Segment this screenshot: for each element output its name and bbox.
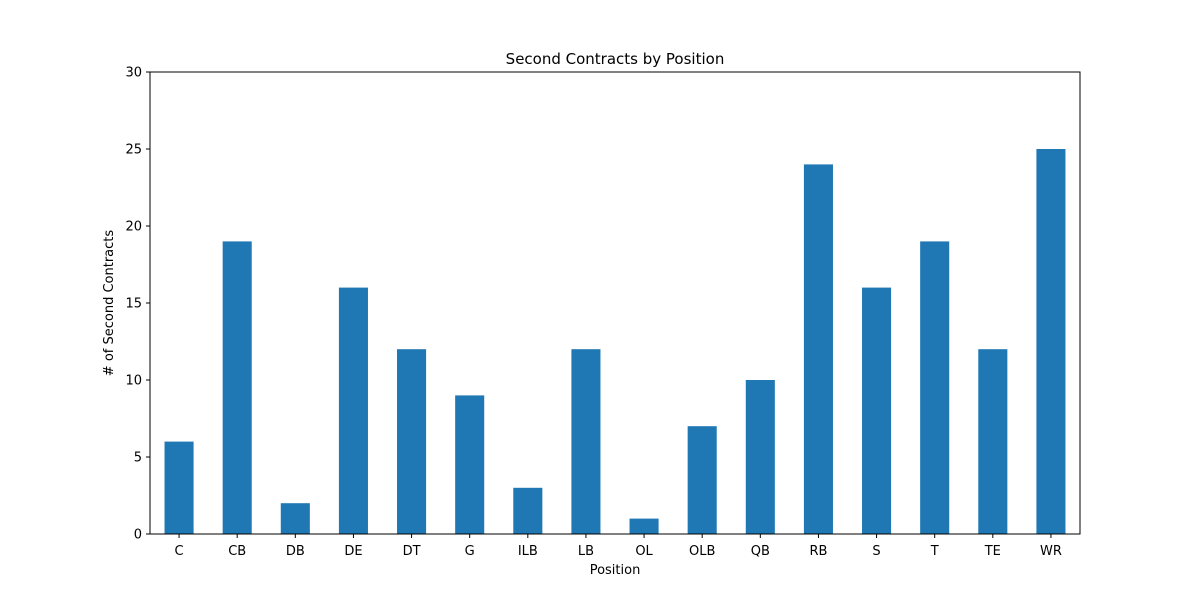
x-tick-label: LB xyxy=(578,544,594,559)
bars-layer xyxy=(164,149,1066,534)
bar-qb xyxy=(745,380,775,534)
bar-rb xyxy=(803,164,833,534)
x-tick-label: DB xyxy=(286,544,305,559)
chart-title: Second Contracts by Position xyxy=(506,50,725,68)
x-tick-label: RB xyxy=(809,544,827,559)
y-tick-label: 30 xyxy=(125,66,142,81)
plot-frame xyxy=(149,71,1081,535)
bar-de xyxy=(338,287,368,534)
x-tick-label: OLB xyxy=(689,544,715,559)
x-tick-label: TE xyxy=(984,544,1001,559)
x-tick-label: ILB xyxy=(518,544,538,559)
bar-c xyxy=(164,441,194,534)
x-tick-label: CB xyxy=(228,544,246,559)
bar-lb xyxy=(571,349,601,534)
x-tick-label: G xyxy=(465,544,475,559)
y-axis-ticks: 0 5 10 15 20 25 30 xyxy=(125,66,150,543)
x-axis-ticks: C CB DB DE DT G ILB LB OL OLB QB RB S T TE WR xyxy=(175,534,1062,559)
y-tick-label: 10 xyxy=(125,374,142,389)
x-tick-label: OL xyxy=(635,544,653,559)
bar-db xyxy=(280,503,310,534)
x-tick-label: S xyxy=(872,544,880,559)
bar-te xyxy=(978,349,1008,534)
x-tick-label: DT xyxy=(403,544,421,559)
y-tick-label: 5 xyxy=(134,451,142,466)
bar-dt xyxy=(397,349,427,534)
y-tick-label: 0 xyxy=(134,528,142,543)
bar-g xyxy=(455,395,485,534)
x-axis-label: Position xyxy=(590,563,641,578)
y-axis-label: # of Second Contracts xyxy=(102,230,117,377)
y-tick-label: 20 xyxy=(125,220,142,235)
bar-wr xyxy=(1036,149,1066,534)
bar-olb xyxy=(687,426,717,534)
x-tick-label: DE xyxy=(344,544,362,559)
bar-s xyxy=(862,287,892,534)
x-tick-label: QB xyxy=(751,544,770,559)
bar-ol xyxy=(629,518,659,534)
x-tick-label: WR xyxy=(1040,544,1062,559)
bar-t xyxy=(920,241,950,534)
x-tick-label: C xyxy=(175,544,184,559)
bar-cb xyxy=(222,241,252,534)
x-tick-label: T xyxy=(930,544,939,559)
y-tick-label: 15 xyxy=(125,297,142,312)
y-tick-label: 25 xyxy=(125,143,142,158)
bar-ilb xyxy=(513,487,543,534)
